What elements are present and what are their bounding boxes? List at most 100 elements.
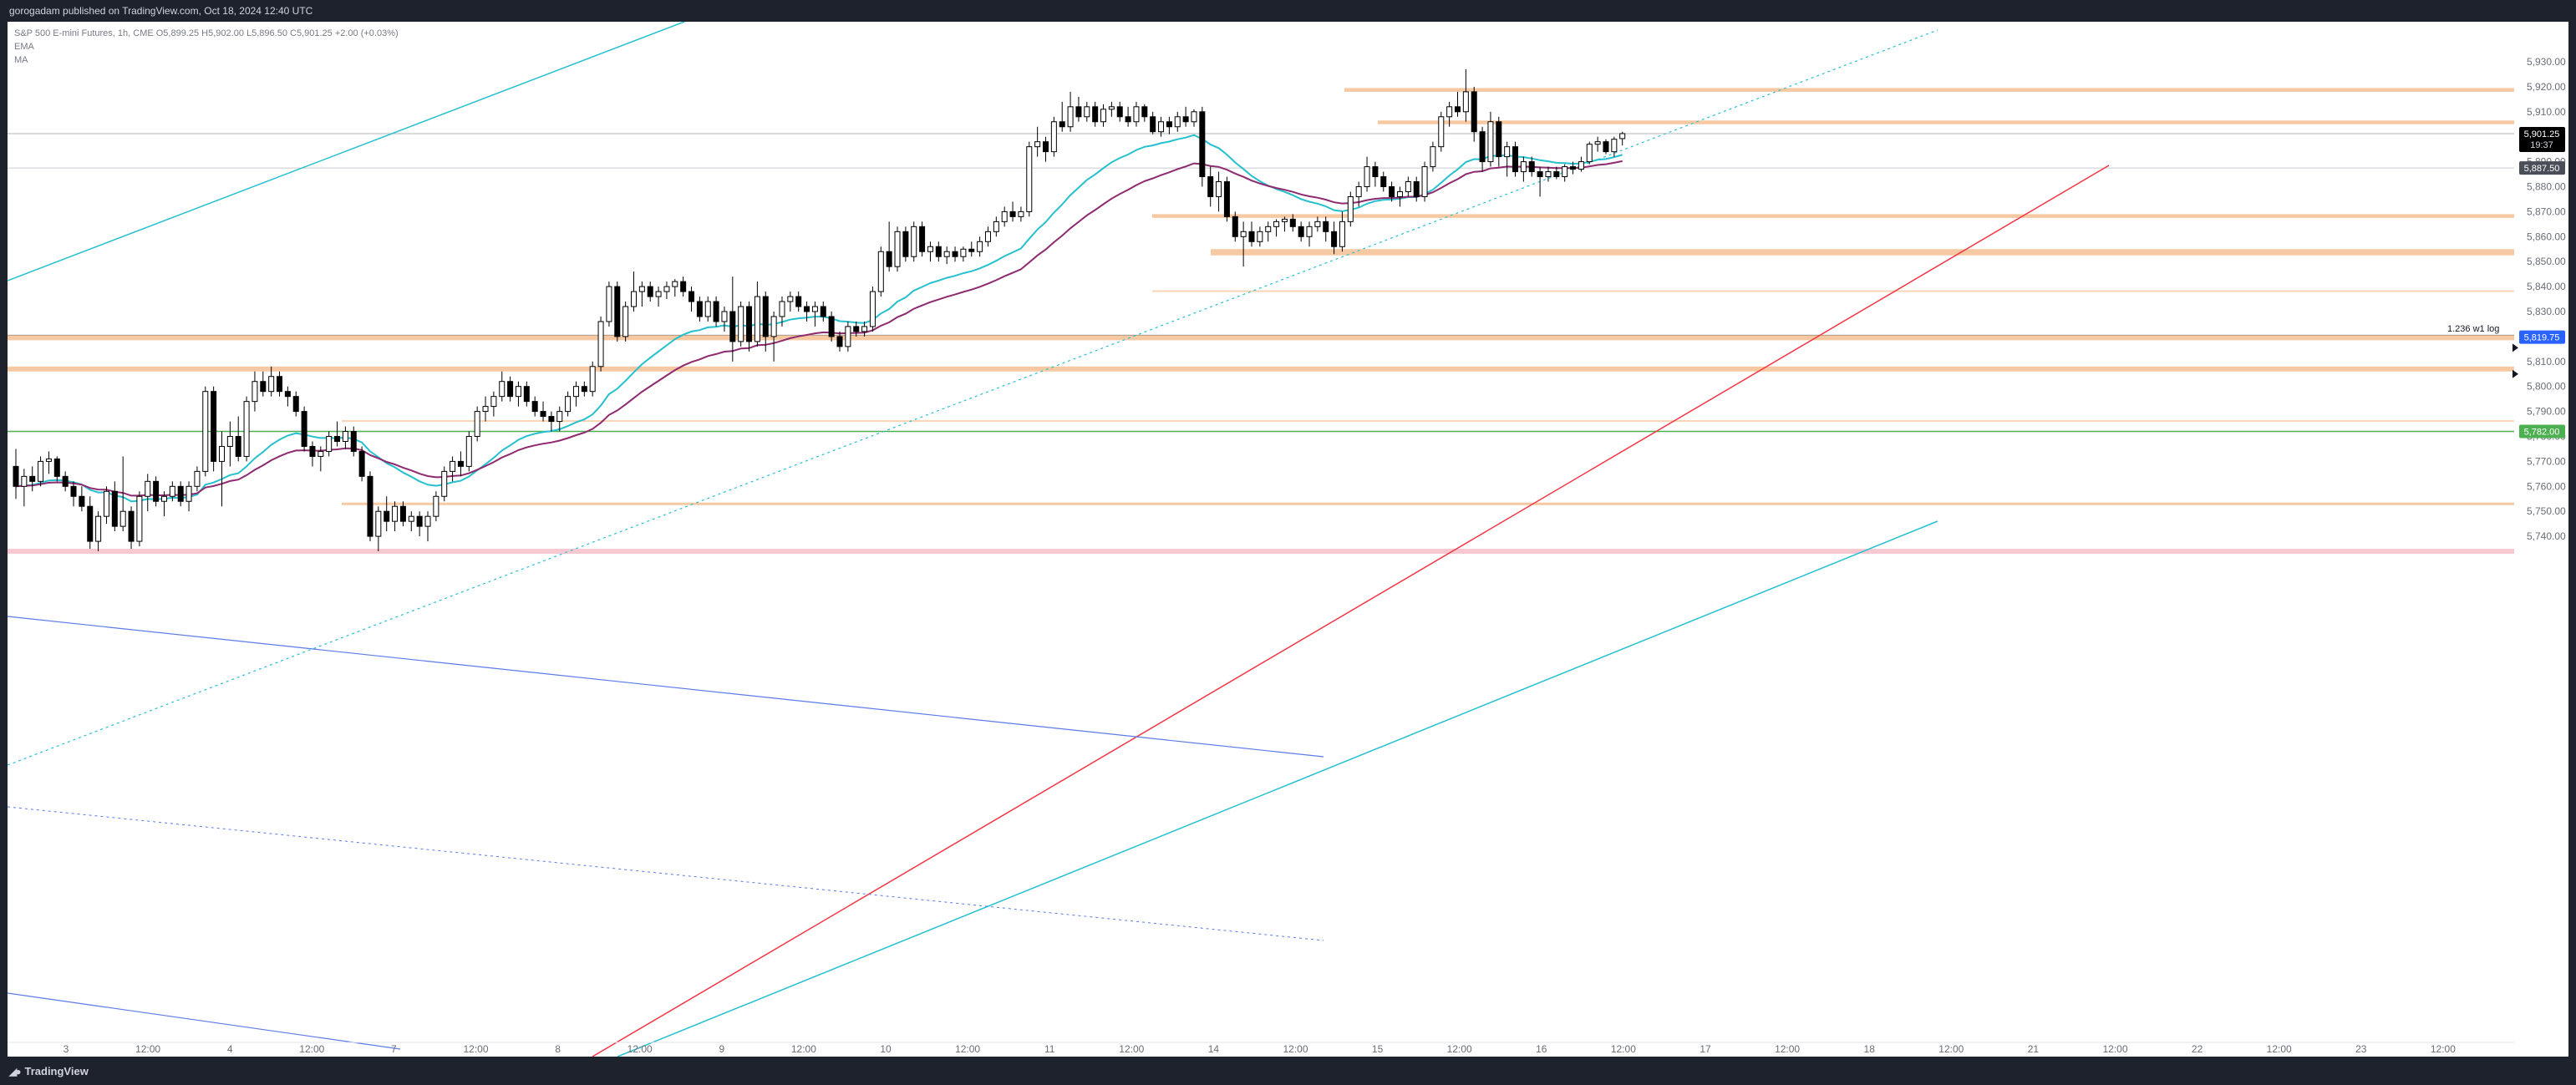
time-tick-label: 12:00 bbox=[463, 1043, 488, 1055]
price-tick-label: 5,860.00 bbox=[2527, 231, 2566, 242]
candle-body bbox=[787, 296, 794, 302]
candle bbox=[226, 421, 233, 467]
candle bbox=[828, 312, 835, 342]
price-tag-bg bbox=[2519, 330, 2565, 344]
candle-body bbox=[1125, 116, 1131, 123]
candle-body bbox=[194, 470, 201, 487]
candle-body bbox=[754, 296, 760, 342]
candle-body bbox=[1084, 106, 1090, 118]
candle bbox=[1050, 116, 1057, 157]
price-zone bbox=[1378, 120, 2514, 124]
candle bbox=[499, 371, 506, 402]
price-tag-bg bbox=[2519, 424, 2565, 439]
candle bbox=[29, 466, 36, 492]
candle bbox=[482, 396, 489, 422]
indicator-ema-label[interactable]: EMA bbox=[14, 42, 34, 52]
candle bbox=[1265, 221, 1272, 242]
candle bbox=[1339, 211, 1345, 252]
candle-body bbox=[1578, 161, 1584, 170]
candle-body bbox=[1611, 139, 1618, 153]
price-chart[interactable]: 5,740.005,750.005,760.005,770.005,780.00… bbox=[8, 22, 2568, 1057]
price-zone bbox=[1152, 290, 2514, 292]
candle-body bbox=[211, 391, 217, 462]
candle-body bbox=[1537, 171, 1543, 178]
candle-body bbox=[1413, 181, 1420, 197]
candle bbox=[1619, 131, 1626, 146]
price-tick-label: 5,800.00 bbox=[2527, 381, 2566, 393]
tradingview-logo[interactable]: ◢● TradingView bbox=[9, 1065, 89, 1077]
candle bbox=[1108, 101, 1115, 117]
time-tick-label: 12:00 bbox=[2431, 1043, 2456, 1055]
candle-body bbox=[1496, 121, 1502, 158]
price-tick-label: 5,880.00 bbox=[2527, 181, 2566, 193]
candle-body bbox=[1380, 176, 1387, 187]
candle-body bbox=[103, 490, 109, 517]
time-tick-label: 12:00 bbox=[1775, 1043, 1800, 1055]
candle-body bbox=[1603, 141, 1609, 153]
candle bbox=[820, 302, 826, 322]
candle-body bbox=[1067, 106, 1074, 128]
candle-body bbox=[136, 495, 143, 542]
candle-body bbox=[943, 251, 950, 257]
candle-body bbox=[638, 286, 645, 292]
candle-body bbox=[441, 470, 448, 497]
candle-body bbox=[318, 450, 324, 457]
candle bbox=[79, 486, 85, 512]
candle-body bbox=[1421, 166, 1428, 197]
candle bbox=[1471, 86, 1477, 142]
candle-body bbox=[252, 381, 258, 403]
candle bbox=[581, 381, 587, 397]
candle bbox=[1438, 111, 1445, 152]
time-tick-label: 12:00 bbox=[1611, 1043, 1636, 1055]
candle bbox=[1092, 101, 1099, 127]
candle bbox=[1545, 166, 1552, 182]
price-tag-text: 5,782.00 bbox=[2524, 428, 2560, 438]
candle bbox=[1594, 136, 1601, 152]
candle-body bbox=[260, 381, 267, 393]
candle bbox=[836, 331, 843, 352]
price-tick-label: 5,850.00 bbox=[2527, 256, 2566, 267]
indicator-ma-label[interactable]: MA bbox=[14, 55, 28, 65]
time-tick-label: 12:00 bbox=[135, 1043, 160, 1055]
time-tick-label: 22 bbox=[2192, 1043, 2203, 1055]
candle bbox=[334, 421, 341, 447]
candle bbox=[713, 297, 719, 327]
candle bbox=[1586, 141, 1593, 165]
candle-body bbox=[1528, 161, 1535, 173]
candle bbox=[392, 501, 399, 532]
time-tick-label: 14 bbox=[1208, 1043, 1220, 1055]
candle bbox=[433, 491, 439, 522]
publish-header: gorogadam published on TradingView.com, … bbox=[0, 0, 2576, 22]
candle-body bbox=[334, 436, 341, 442]
candle bbox=[960, 246, 967, 262]
candle-body bbox=[540, 411, 546, 418]
candle-body bbox=[1207, 176, 1214, 197]
candle-body bbox=[45, 458, 52, 462]
candle-body bbox=[1364, 166, 1370, 188]
candle-body bbox=[984, 231, 991, 242]
candle bbox=[111, 481, 118, 532]
candle bbox=[647, 281, 653, 302]
candle bbox=[490, 391, 497, 417]
chart-pane[interactable]: 5,740.005,750.005,760.005,770.005,780.00… bbox=[8, 22, 2568, 1057]
candle bbox=[515, 381, 521, 407]
fib-annotation: 1.236 w1 log bbox=[2447, 324, 2499, 334]
candle bbox=[927, 241, 933, 262]
candle bbox=[762, 292, 769, 352]
candle bbox=[1182, 106, 1189, 127]
time-tick-label: 12:00 bbox=[1283, 1043, 1308, 1055]
time-tick-label: 18 bbox=[1864, 1043, 1876, 1055]
candle-body bbox=[845, 326, 851, 347]
candle bbox=[326, 431, 333, 457]
candle bbox=[1504, 141, 1511, 177]
candle-body bbox=[235, 436, 241, 457]
candle bbox=[1273, 219, 1280, 237]
candle bbox=[869, 286, 876, 332]
candle bbox=[523, 381, 530, 407]
candle-body bbox=[62, 475, 69, 487]
time-tick-label: 10 bbox=[880, 1043, 892, 1055]
candle-body bbox=[655, 291, 662, 297]
price-tick-label: 5,920.00 bbox=[2527, 81, 2566, 93]
candle-body bbox=[877, 251, 884, 292]
candle-body bbox=[79, 495, 85, 507]
